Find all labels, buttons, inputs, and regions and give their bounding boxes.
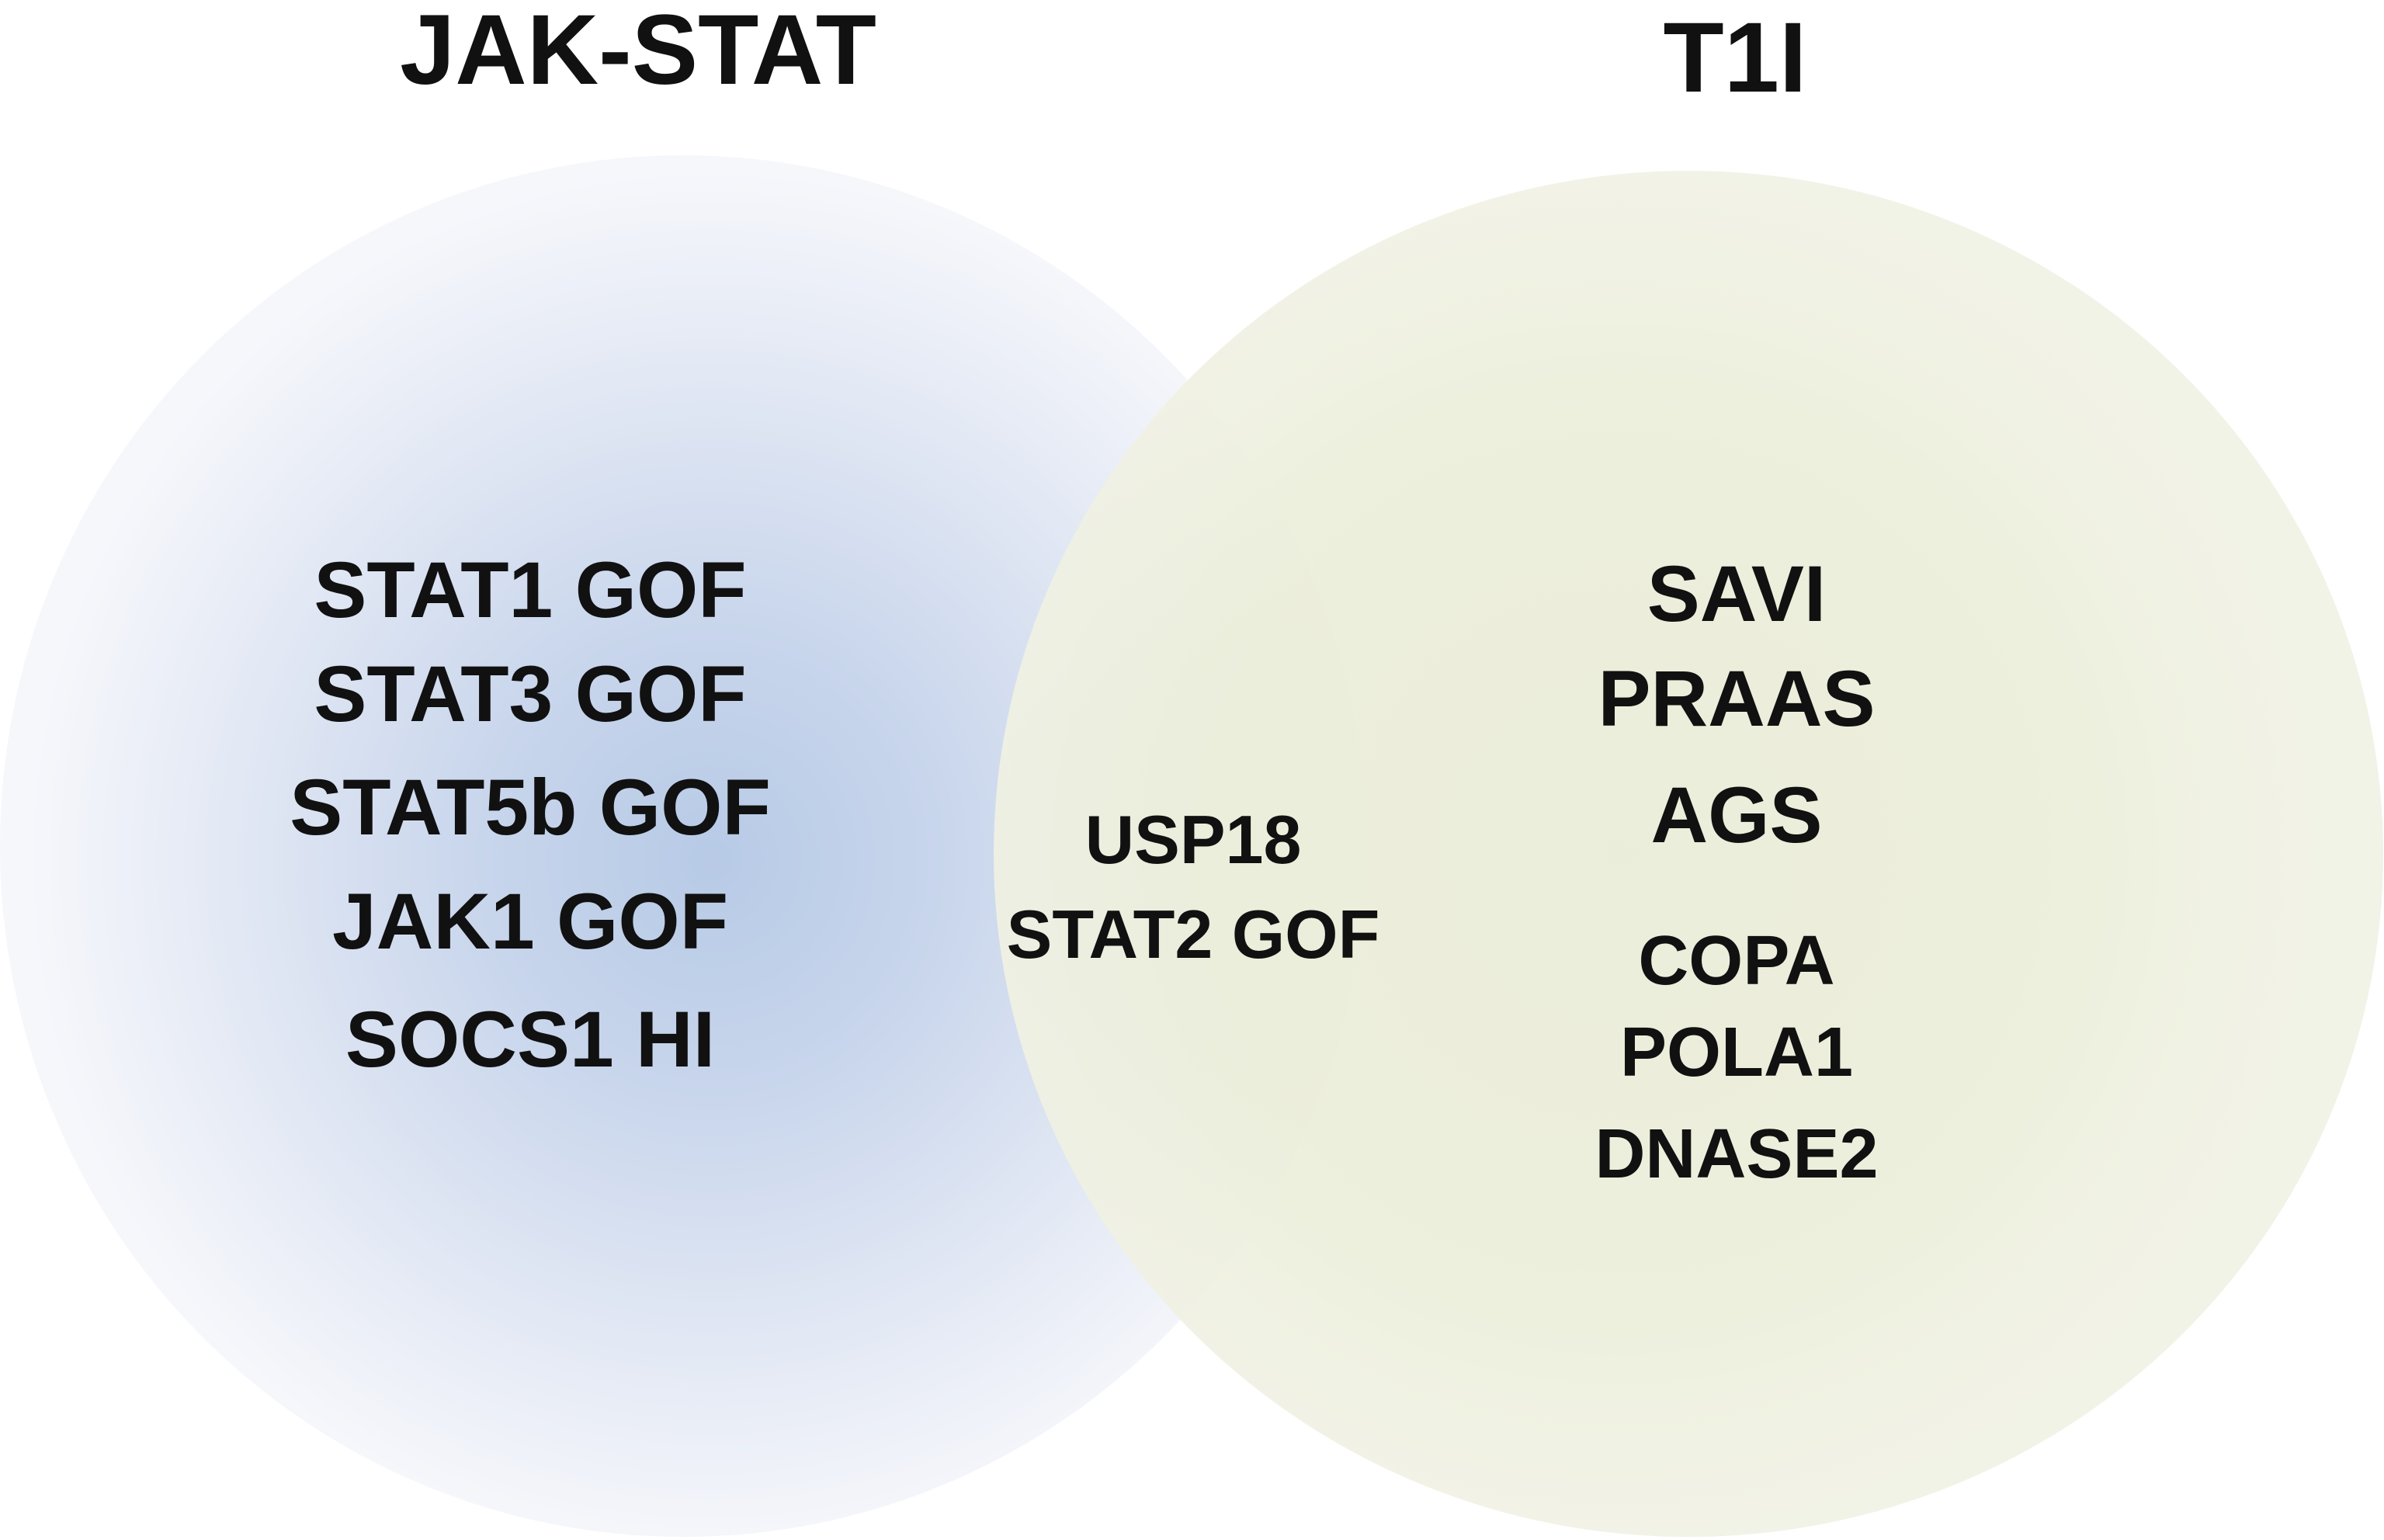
intersection-member: STAT2 GOF	[1007, 896, 1380, 973]
right-member: DNASE2	[1595, 1115, 1878, 1193]
intersection-member: USP18	[1085, 801, 1302, 878]
right-member: SAVI	[1647, 550, 1827, 638]
left-member: SOCS1 HI	[345, 995, 715, 1084]
left-set-circle	[0, 155, 1366, 1537]
right-member: COPA	[1638, 922, 1834, 1000]
left-member: STAT1 GOF	[314, 546, 746, 634]
left-set-title: JAK-STAT	[400, 0, 876, 106]
right-set-circle	[994, 171, 2383, 1537]
left-member: STAT3 GOF	[314, 650, 746, 738]
left-member: JAK1 GOF	[332, 877, 728, 966]
right-member: AGS	[1650, 771, 1822, 859]
right-set-title: T1I	[1664, 2, 1807, 113]
right-member: PRAAS	[1598, 654, 1875, 743]
right-member: POLA1	[1620, 1014, 1853, 1091]
left-member: STAT5b GOF	[290, 763, 771, 852]
